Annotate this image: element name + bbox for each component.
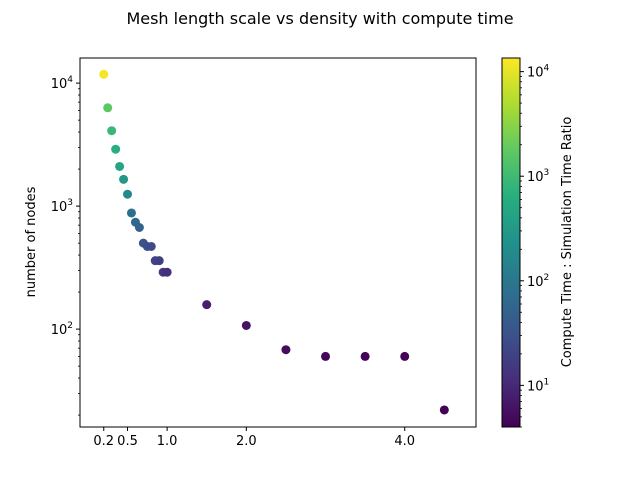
y-tick-label-2: 103	[51, 198, 73, 215]
data-point-18	[202, 300, 212, 310]
colorbar-tick-label-3: 103	[527, 168, 549, 185]
data-point-1	[99, 69, 109, 79]
data-point-6	[119, 174, 129, 184]
plot-frame	[79, 57, 477, 428]
y-axis: 102 103 104	[51, 75, 80, 416]
data-point-3	[107, 126, 117, 136]
y-axis-label: number of nodes	[24, 186, 39, 297]
x-tick-label-5: 4.0	[394, 434, 415, 449]
colorbar-axis: 101 102 103 104	[520, 64, 550, 428]
colorbar-tick-label-1: 101	[527, 377, 549, 394]
data-point-19	[241, 320, 251, 330]
data-point-20	[281, 345, 291, 355]
colorbar	[501, 57, 521, 428]
chart-title: Mesh length scale vs density with comput…	[126, 9, 513, 28]
data-point-17	[162, 267, 172, 277]
x-tick-label-2: 0.5	[117, 434, 138, 449]
x-tick-label-4: 2.0	[236, 434, 257, 449]
scatter-points	[99, 69, 449, 415]
x-tick-label-3: 1.0	[157, 434, 178, 449]
y-tick-label-1: 102	[51, 321, 73, 338]
y-tick-label-3: 104	[51, 75, 74, 92]
colorbar-tick-label-2: 102	[527, 273, 549, 290]
x-tick-label-1: 0.2	[93, 434, 114, 449]
data-point-21	[321, 351, 331, 361]
data-point-7	[123, 189, 133, 199]
data-point-13	[146, 241, 156, 251]
data-point-15	[154, 256, 164, 266]
x-axis: 0.2 0.5 1.0 2.0 4.0	[93, 427, 415, 449]
data-point-4	[111, 144, 121, 154]
data-point-24	[439, 405, 449, 415]
colorbar-tick-label-4: 104	[527, 64, 550, 81]
data-point-2	[103, 103, 113, 113]
data-point-22	[360, 351, 370, 361]
colorbar-label: Compute Time : Simulation Time Ratio	[560, 117, 575, 368]
data-point-23	[400, 351, 410, 361]
data-point-10	[134, 223, 144, 232]
data-point-8	[126, 208, 136, 218]
data-point-5	[115, 161, 125, 171]
